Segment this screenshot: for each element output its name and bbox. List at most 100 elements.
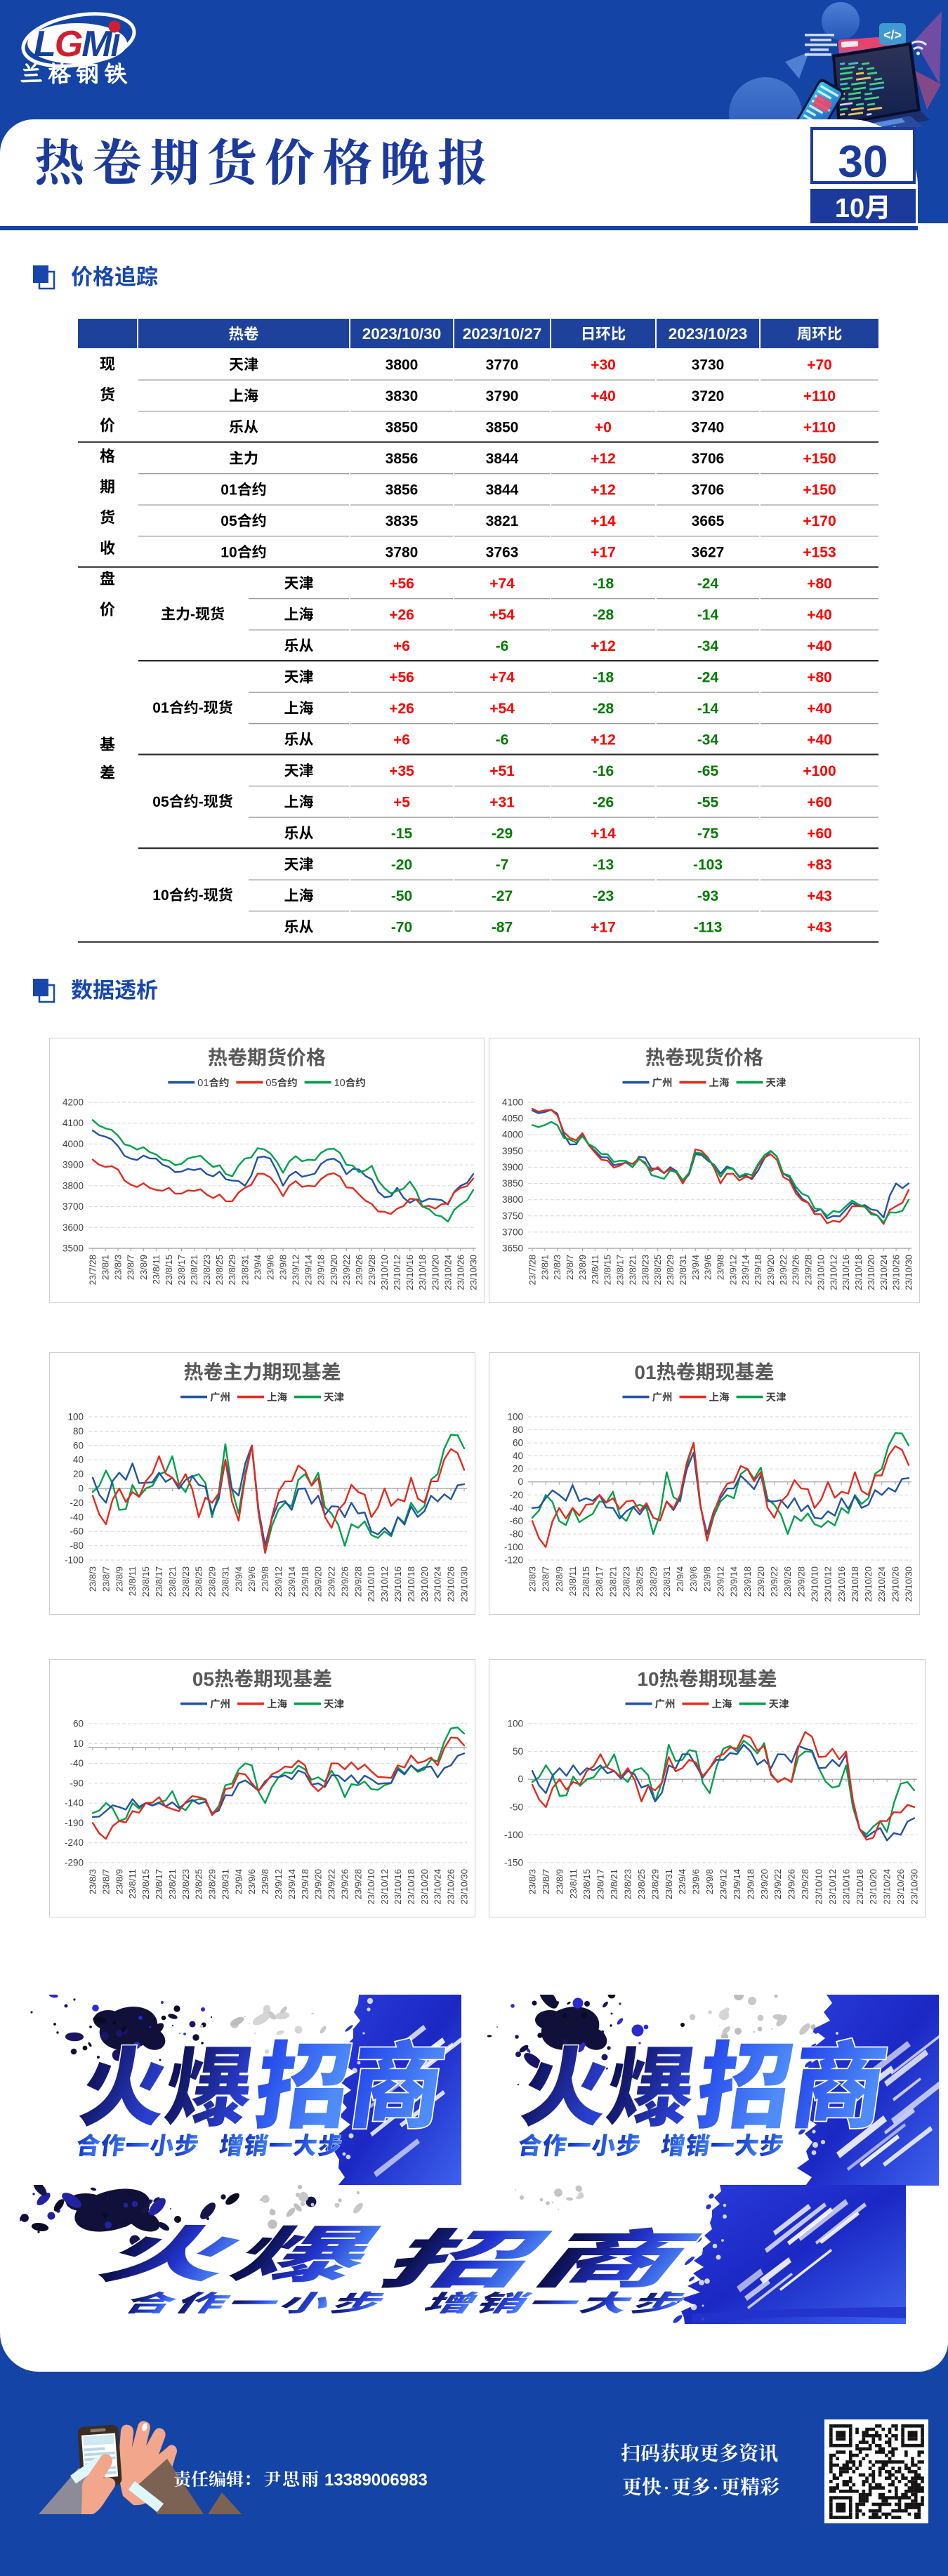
svg-text:4100: 4100 xyxy=(62,1118,84,1128)
svg-text:-190: -190 xyxy=(65,1818,84,1828)
svg-text:23/9/20: 23/9/20 xyxy=(759,1869,770,1899)
svg-text:4000: 4000 xyxy=(62,1139,84,1149)
svg-text:20: 20 xyxy=(513,1464,523,1474)
svg-text:+80: +80 xyxy=(807,576,832,592)
svg-text:-: - xyxy=(199,887,204,904)
svg-text:23/8/9: 23/8/9 xyxy=(114,1566,124,1592)
svg-text:23/9/12: 23/9/12 xyxy=(273,1566,284,1597)
svg-text:100: 100 xyxy=(507,1412,523,1422)
svg-text:05: 05 xyxy=(265,1078,277,1089)
svg-text:23/8/25: 23/8/25 xyxy=(636,1869,647,1899)
svg-text:23/8/3: 23/8/3 xyxy=(113,1255,124,1280)
svg-text:3856: 3856 xyxy=(386,451,419,467)
svg-text:3800: 3800 xyxy=(386,357,419,374)
svg-text:0: 0 xyxy=(518,1774,523,1785)
svg-text:23/8/31: 23/8/31 xyxy=(664,1869,674,1899)
svg-text:23/9/12: 23/9/12 xyxy=(716,1566,726,1597)
svg-text:23/10/20: 23/10/20 xyxy=(863,1566,874,1602)
svg-text:23/8/29: 23/8/29 xyxy=(648,1566,659,1597)
svg-text:23/8/15: 23/8/15 xyxy=(140,1869,151,1899)
svg-text:80: 80 xyxy=(73,1426,84,1436)
svg-text:3730: 3730 xyxy=(692,357,725,374)
svg-text:-100: -100 xyxy=(65,1555,84,1566)
svg-text:23/9/14: 23/9/14 xyxy=(732,1869,742,1899)
svg-text:23/9/22: 23/9/22 xyxy=(772,1869,783,1899)
svg-text:-20: -20 xyxy=(70,1498,84,1508)
svg-text:40: 40 xyxy=(513,1451,523,1461)
svg-text:+54: +54 xyxy=(489,607,515,623)
svg-text:23/8/21: 23/8/21 xyxy=(607,1566,618,1597)
svg-text:-80: -80 xyxy=(70,1540,84,1551)
svg-text:+6: +6 xyxy=(393,732,410,748)
svg-text:23/10/16: 23/10/16 xyxy=(404,1255,415,1290)
svg-text:-40: -40 xyxy=(70,1512,84,1522)
svg-text:23/10/20: 23/10/20 xyxy=(868,1869,878,1905)
svg-text:3650: 3650 xyxy=(502,1243,523,1254)
svg-text:23/9/26: 23/9/26 xyxy=(340,1869,350,1899)
svg-text:-28: -28 xyxy=(593,701,614,717)
svg-text:3844: 3844 xyxy=(486,451,519,467)
svg-text:3600: 3600 xyxy=(62,1222,84,1233)
svg-text:60: 60 xyxy=(73,1719,84,1729)
svg-text:100: 100 xyxy=(67,1412,84,1422)
svg-text:-16: -16 xyxy=(593,763,614,779)
svg-text:+12: +12 xyxy=(591,732,616,748)
svg-text:-50: -50 xyxy=(509,1802,523,1812)
svg-text:+17: +17 xyxy=(591,920,616,936)
svg-text:23/9/6: 23/9/6 xyxy=(688,1566,699,1592)
svg-text:+12: +12 xyxy=(591,482,616,498)
svg-text:-34: -34 xyxy=(697,638,719,654)
svg-text:10: 10 xyxy=(637,1668,659,1690)
svg-text:23/8/17: 23/8/17 xyxy=(615,1255,626,1285)
svg-text:23/9/14: 23/9/14 xyxy=(287,1566,297,1597)
svg-text:23/8/29: 23/8/29 xyxy=(207,1869,218,1899)
svg-text:3830: 3830 xyxy=(386,388,419,404)
svg-text:+40: +40 xyxy=(807,732,832,748)
svg-text:-140: -140 xyxy=(65,1798,84,1809)
svg-text:23/8/23: 23/8/23 xyxy=(180,1869,191,1899)
svg-text:+60: +60 xyxy=(807,795,832,811)
svg-text:23/7/28: 23/7/28 xyxy=(88,1255,98,1285)
svg-text:-13: -13 xyxy=(593,857,614,873)
svg-text:23/10/16: 23/10/16 xyxy=(841,1869,851,1905)
svg-text:+80: +80 xyxy=(807,670,832,686)
svg-text:13389006983: 13389006983 xyxy=(324,2471,428,2490)
svg-text:+100: +100 xyxy=(803,763,836,779)
svg-text:23/10/30: 23/10/30 xyxy=(468,1255,479,1290)
svg-text:23/8/23: 23/8/23 xyxy=(621,1566,632,1597)
svg-text:3835: 3835 xyxy=(386,513,419,529)
svg-text:23/9/20: 23/9/20 xyxy=(329,1255,339,1285)
svg-text:3780: 3780 xyxy=(386,545,419,561)
svg-text:23/8/31: 23/8/31 xyxy=(220,1869,230,1899)
svg-text:+43: +43 xyxy=(807,888,832,904)
svg-text:23/9/28: 23/9/28 xyxy=(353,1869,363,1899)
svg-text:23/10/16: 23/10/16 xyxy=(836,1566,847,1602)
svg-text:23/9/28: 23/9/28 xyxy=(803,1255,814,1285)
svg-text:+40: +40 xyxy=(591,388,616,404)
svg-text:23/8/29: 23/8/29 xyxy=(207,1566,218,1597)
svg-text:23/8/21: 23/8/21 xyxy=(627,1255,638,1285)
svg-text:+0: +0 xyxy=(595,420,612,436)
svg-text:-87: -87 xyxy=(492,920,513,936)
svg-text:4200: 4200 xyxy=(62,1097,84,1108)
svg-text:23/8/29: 23/8/29 xyxy=(650,1869,660,1899)
svg-text:23/9/18: 23/9/18 xyxy=(316,1255,327,1285)
svg-text:-70: -70 xyxy=(391,920,412,936)
svg-text:23/9/28: 23/9/28 xyxy=(367,1255,377,1285)
svg-text:10: 10 xyxy=(152,887,169,904)
svg-text:3720: 3720 xyxy=(692,388,725,404)
svg-text:3700: 3700 xyxy=(502,1227,523,1237)
svg-text:3627: 3627 xyxy=(692,545,725,561)
svg-text:3800: 3800 xyxy=(502,1194,523,1205)
svg-text:23/9/26: 23/9/26 xyxy=(340,1566,350,1597)
svg-text:23/10/10: 23/10/10 xyxy=(810,1566,820,1602)
svg-text:23/8/9: 23/8/9 xyxy=(114,1869,124,1894)
svg-text:23/9/26: 23/9/26 xyxy=(354,1255,364,1285)
svg-text:01: 01 xyxy=(197,1078,209,1089)
svg-text:23/8/11: 23/8/11 xyxy=(127,1566,138,1596)
svg-text:23/10/26: 23/10/26 xyxy=(891,1255,902,1290)
svg-text:23/10/20: 23/10/20 xyxy=(419,1566,430,1602)
svg-text:3740: 3740 xyxy=(692,420,725,436)
svg-text:23/9/6: 23/9/6 xyxy=(691,1869,702,1894)
svg-text:23/8/11: 23/8/11 xyxy=(127,1869,138,1898)
